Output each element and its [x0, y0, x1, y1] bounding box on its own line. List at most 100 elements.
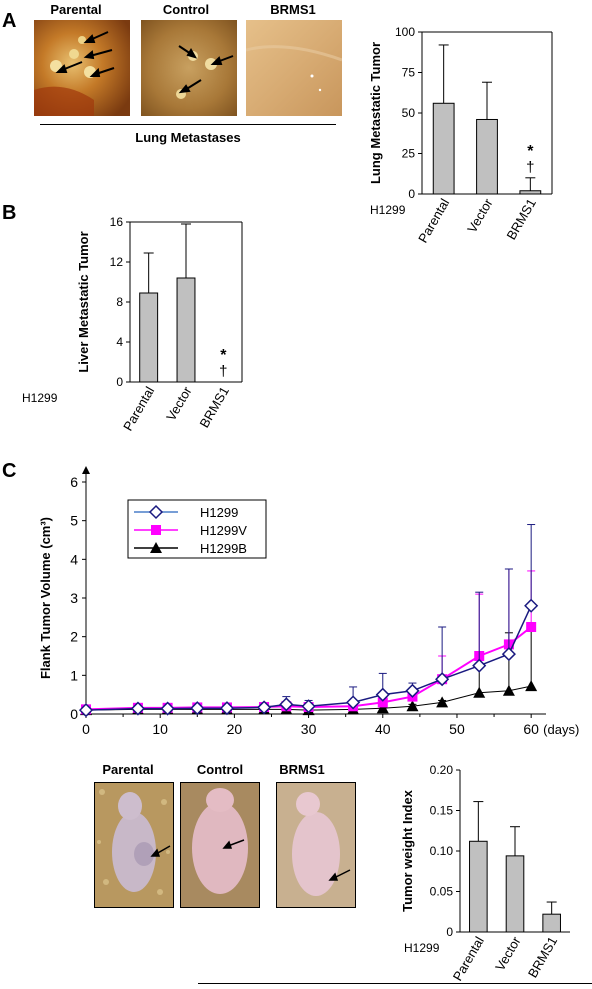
flank-x-tick-label: 40 [375, 721, 391, 737]
weight-category-label: BRMS1 [525, 934, 560, 980]
legend-h1299-marker [148, 504, 164, 520]
y-axis-arrow-icon [82, 466, 90, 474]
series-h1299b-point [502, 684, 515, 696]
series-h1299b-point [525, 680, 538, 692]
lung-bar [432, 102, 455, 195]
weight-y-tick-label: 0.10 [430, 844, 454, 858]
flank-y-tick-label: 2 [70, 629, 78, 645]
panel-letter-a: A [2, 10, 17, 32]
lung-photo-label-parental: Parental [50, 2, 102, 17]
series-h1299b-point [436, 696, 449, 708]
lung-caption-rule [40, 124, 336, 125]
series-h1299-line [85, 605, 532, 711]
series-h1299 [78, 524, 539, 718]
series-h1299-point [346, 695, 361, 710]
mouse-photo-parental [94, 782, 174, 908]
series-h1299-point [405, 683, 420, 698]
lung-category-label: BRMS1 [504, 196, 539, 242]
legend-h1299-label: H1299 [200, 505, 238, 520]
lung-group-label: H1299 [370, 203, 406, 217]
weight-y-tick-label: 0.15 [430, 804, 454, 818]
series-h1299b-point [406, 700, 419, 712]
lung-photo-brms1 [246, 20, 342, 116]
legend-h1299b-marker [150, 542, 162, 553]
lung-category-label: Parental [415, 196, 452, 246]
liver-y-tick-label: 4 [116, 335, 123, 349]
liver-y-axis-title: Liver Metastatic Tumor [76, 231, 91, 372]
legend-h1299v-label: H1299V [200, 523, 247, 538]
mouse-photo-brms1 [276, 782, 356, 908]
arrow-icon [222, 839, 245, 849]
weight-group-label: H1299 [404, 941, 440, 955]
series-h1299-point [257, 700, 272, 715]
series-h1299b-point [473, 686, 486, 698]
series-h1299-point [435, 672, 450, 687]
lung-bar [519, 190, 542, 195]
lung-y-tick-label: 0 [408, 187, 415, 201]
legend-h1299b-label: H1299B [200, 541, 247, 556]
flank-y-axis-title: Flank Tumor Volume (cm³) [38, 517, 53, 679]
series-h1299-point [472, 658, 487, 673]
mouse-photo-label-parental: Parental [102, 762, 154, 777]
weight-bar [505, 855, 525, 933]
lung-caption: Lung Metastases [135, 130, 241, 145]
series-h1299-point [190, 701, 205, 716]
liver-y-tick-label: 8 [116, 295, 123, 309]
weight-bar [469, 840, 488, 933]
liver-category-label: BRMS1 [197, 384, 232, 430]
series-h1299-point [501, 647, 516, 662]
lung-y-tick-label: 50 [402, 106, 416, 120]
series-h1299-point [160, 701, 175, 716]
liver-bar [176, 277, 196, 383]
mouse-photo-control [180, 782, 260, 908]
flank-x-tick-label: 10 [152, 721, 168, 737]
weight-y-axis-title: Tumor weight Index [400, 789, 415, 912]
lung-significance-star: * [527, 143, 534, 160]
flank-x-tick-label: 50 [449, 721, 465, 737]
liver-metastasis-bar-chart: 0 4 8 12 16 Liver Metastatic Tumor Parental Vec… [0, 200, 260, 455]
flank-x-tick-label: 60 [523, 721, 539, 737]
lung-photo-control [141, 20, 237, 116]
panel-letter-c: C [2, 460, 17, 482]
lung-significance-dagger: † [526, 159, 534, 176]
flank-y-tick-label: 5 [70, 513, 78, 529]
arrow-icon [150, 845, 171, 857]
lung-category-label: Vector [464, 195, 496, 235]
series-h1299-point [219, 701, 235, 716]
flank-x-tick-label: 20 [227, 721, 243, 737]
series-h1299v-point [377, 697, 388, 708]
flank-y-tick-label: 1 [70, 667, 78, 683]
flank-tumor-volume-line-chart: 0 1 2 3 4 5 6 0 10 20 30 40 50 60 (days) Flank Tumor Vo… [20, 460, 580, 765]
arrow-icon [328, 869, 351, 881]
series-h1299-point [78, 703, 94, 718]
flank-x-tick-label: 30 [301, 721, 317, 737]
weight-category-label: Parental [450, 934, 487, 984]
series-h1299-point [301, 699, 316, 714]
liver-y-tick-label: 12 [110, 255, 124, 269]
flank-y-tick-label: 4 [70, 551, 78, 567]
liver-bar [139, 292, 159, 383]
lung-y-tick-label: 75 [402, 66, 416, 80]
lung-y-tick-label: 100 [395, 25, 415, 39]
panel-letter-b: B [2, 202, 17, 224]
lung-y-axis-title: Lung Metastatic Tumor [368, 42, 383, 184]
flank-y-tick-label: 3 [70, 590, 78, 606]
weight-category-label: Vector [492, 933, 524, 973]
liver-significance-dagger: † [219, 363, 227, 380]
mouse-photo-label-control: Control [196, 762, 244, 777]
series-h1299-point [524, 598, 539, 613]
flank-x-unit: (days) [543, 722, 579, 737]
tumor-weight-bar-chart: 0 0.05 0.10 0.15 0.20 Tumor weight Index Paren… [380, 756, 585, 989]
liver-group-label: H1299 [22, 391, 58, 405]
arrow-icon [55, 31, 115, 77]
flank-y-tick-label: 0 [70, 706, 78, 722]
series-h1299-point [279, 697, 294, 712]
lung-photo-label-control: Control [162, 2, 210, 17]
lung-metastasis-bar-chart: 0 25 50 75 100 Lung Metastatic Tumor Parental V… [360, 10, 575, 265]
series-h1299v-point [526, 622, 537, 632]
series-h1299-point [130, 701, 145, 716]
weight-bar [542, 913, 561, 933]
liver-y-tick-label: 0 [116, 375, 123, 389]
liver-category-label: Vector [163, 383, 195, 423]
arrow-icon [178, 45, 234, 94]
